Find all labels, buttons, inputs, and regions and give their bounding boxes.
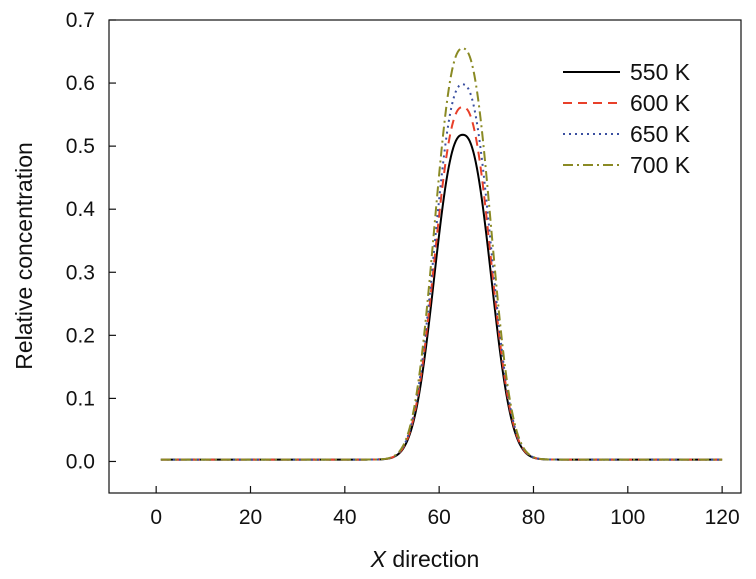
- x-tick-label: 120: [705, 506, 740, 529]
- series-line-1: [160, 133, 723, 461]
- legend-label: 600 K: [630, 90, 691, 116]
- y-tick-label: 0.7: [66, 9, 95, 32]
- y-tick-label: 0.0: [66, 450, 95, 473]
- legend-label: 700 K: [630, 152, 691, 178]
- x-tick-label: 0: [150, 506, 162, 529]
- x-tick-label: 60: [427, 506, 450, 529]
- y-axis-title: Relative concentration: [11, 142, 37, 370]
- y-tick-label: 0.2: [66, 324, 95, 347]
- y-tick-label: 0.3: [66, 261, 95, 284]
- y-tick-label: 0.5: [66, 135, 95, 158]
- y-tick-label: 0.4: [66, 198, 96, 221]
- x-axis-title: X direction: [370, 546, 480, 572]
- y-tick-label: 0.1: [66, 387, 95, 410]
- x-tick-label: 100: [610, 506, 645, 529]
- plot-frame: [108, 19, 742, 494]
- x-tick-label: 20: [239, 506, 262, 529]
- legend: 550 K 600 K 650 K 700 K: [563, 59, 691, 178]
- y-tick-label: 0.6: [66, 72, 95, 95]
- legend-label: 550 K: [630, 59, 691, 85]
- series-line-4: [160, 47, 723, 461]
- x-tick-label: 80: [522, 506, 545, 529]
- legend-label: 650 K: [630, 121, 691, 147]
- x-tick-label: 40: [333, 506, 356, 529]
